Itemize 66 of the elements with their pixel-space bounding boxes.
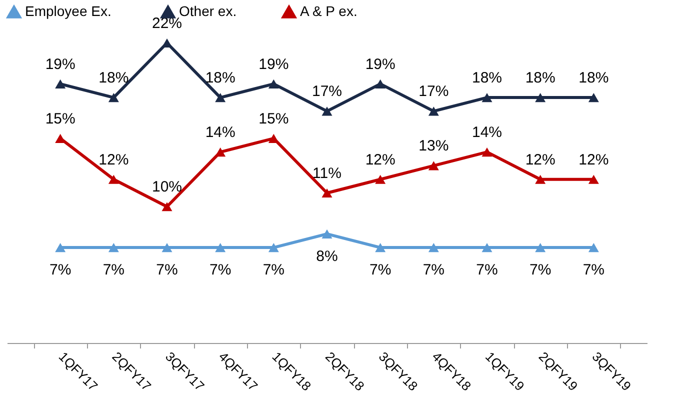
point <box>535 93 546 102</box>
data-label: 14% <box>472 124 502 142</box>
data-label: 13% <box>418 138 449 155</box>
point <box>375 243 386 252</box>
point <box>268 134 279 143</box>
point <box>428 161 439 170</box>
data-label: 17% <box>418 83 449 100</box>
legend-label: A & P ex. <box>300 3 358 20</box>
point <box>588 243 599 252</box>
point <box>588 174 599 184</box>
data-label: 15% <box>45 110 76 128</box>
legend-label: Employee Ex. <box>25 3 112 20</box>
data-label: 14% <box>205 124 236 142</box>
data-label: 12% <box>98 151 129 168</box>
point <box>268 243 279 252</box>
data-label: 7% <box>529 262 552 279</box>
data-label: 12% <box>365 151 396 168</box>
point <box>268 79 279 88</box>
point <box>215 148 226 157</box>
point <box>215 93 226 102</box>
data-label: 11% <box>312 165 342 182</box>
data-label: 19% <box>365 56 396 73</box>
data-label: 7% <box>476 262 498 279</box>
data-label: 7% <box>156 262 178 279</box>
data-label: 19% <box>258 56 289 73</box>
data-label: 7% <box>209 262 232 279</box>
data-label: 7% <box>422 262 445 279</box>
point <box>322 106 332 116</box>
point <box>482 93 492 102</box>
point <box>428 106 439 116</box>
data-label: 18% <box>525 70 556 87</box>
point <box>482 243 492 252</box>
point <box>162 38 172 48</box>
point <box>482 148 492 157</box>
point <box>215 243 226 252</box>
point <box>375 79 386 88</box>
data-label: 19% <box>45 56 76 73</box>
data-label: 7% <box>582 262 605 279</box>
point <box>55 243 66 252</box>
data-label: 7% <box>49 262 72 279</box>
point <box>162 202 172 212</box>
data-label: 18% <box>578 70 609 87</box>
point <box>108 174 119 184</box>
point <box>108 93 119 102</box>
data-label: 8% <box>316 248 338 265</box>
point <box>375 174 386 184</box>
point <box>108 243 119 252</box>
point <box>535 174 546 184</box>
point <box>162 243 172 252</box>
data-label: 18% <box>98 70 129 87</box>
data-label: 18% <box>205 70 236 87</box>
point <box>55 79 66 88</box>
point <box>588 93 599 102</box>
data-label: 12% <box>578 151 609 168</box>
data-label: 7% <box>102 262 125 279</box>
data-label: 10% <box>152 178 182 196</box>
data-label: 17% <box>312 83 342 100</box>
data-label: 7% <box>369 262 392 279</box>
point <box>322 188 332 198</box>
data-label: 12% <box>525 151 556 168</box>
data-label: 15% <box>258 110 289 128</box>
point <box>535 243 546 252</box>
point <box>428 243 439 252</box>
point <box>322 229 332 238</box>
data-label: 7% <box>262 262 285 279</box>
data-label: 18% <box>472 70 502 87</box>
